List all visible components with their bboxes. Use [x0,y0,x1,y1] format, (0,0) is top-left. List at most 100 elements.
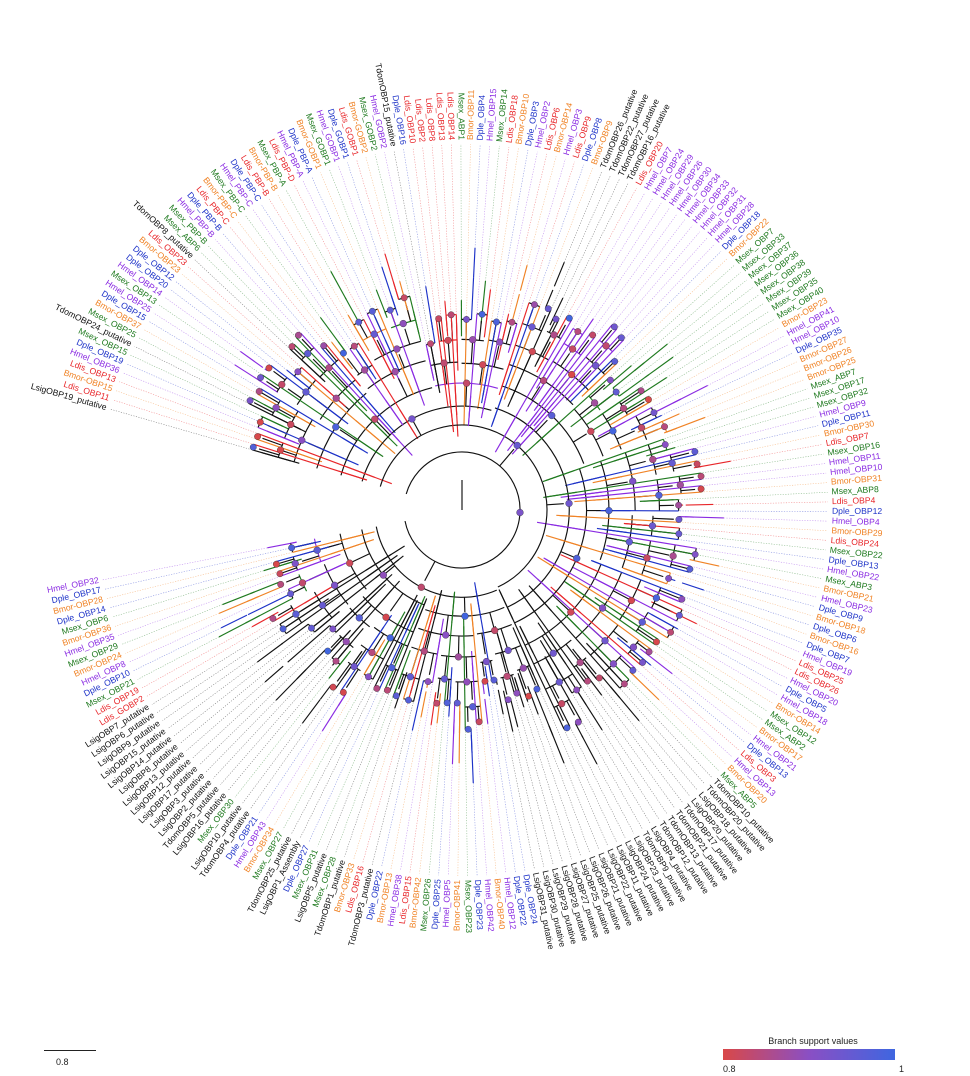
support-node [555,678,563,686]
guide-line [302,180,382,344]
branch-segment [319,685,332,700]
guide-line [347,162,383,268]
branch-segment [510,674,518,693]
branch-segment [651,613,675,628]
support-node [304,350,312,358]
terminal-branch [222,591,255,606]
tip-label: Ldis_OBP8 [424,97,438,141]
tree-branches [218,247,731,784]
guide-line [578,628,719,771]
support-node [393,345,401,353]
branch-segment [653,602,673,613]
legend-min-label: 0.8 [723,1064,736,1074]
branch-segment [579,403,594,416]
branch-segment [589,384,606,399]
support-node [329,625,337,633]
guide-line [400,668,436,871]
guide-line [335,697,394,854]
support-node [246,397,254,404]
tip-label: Ldis_OBP24 [830,535,879,549]
guide-line [129,576,316,663]
branch-segment [384,596,426,690]
branch-segment [389,309,420,392]
guide-line [212,651,331,779]
branch-segment [535,332,591,409]
branch-segment [619,657,634,671]
branch-segment [340,354,351,367]
branch-segment [282,602,322,630]
support-node [491,626,499,635]
support-nodes [246,294,705,733]
branch-segment [470,342,474,364]
guide-line [653,525,827,541]
guide-line [564,681,651,824]
branch-segment [389,600,427,692]
support-node [516,508,524,517]
support-node [420,647,428,655]
branch-segment [276,561,293,568]
support-node [368,307,376,315]
tip-label: Hmel_OBP42 [483,879,497,932]
branch-segment [504,306,541,399]
support-node [388,664,396,672]
branch-segment [501,320,508,344]
branch-segment [279,558,295,564]
support-node [496,338,504,346]
guide-lines [102,144,828,876]
guide-line [403,148,427,287]
branch-segment [520,646,540,689]
branch-segment [359,323,368,339]
branch-segment [257,426,296,443]
support-node [552,315,560,323]
support-node [440,359,448,367]
branch-segment [546,503,564,506]
branch-segment [481,321,498,404]
support-node [332,657,340,665]
branch-segment [452,702,456,735]
support-node [629,477,637,485]
tip-label: Bmor-OBP41 [452,880,463,931]
branch-segment [256,438,316,460]
guide-line [551,610,705,785]
branch-segment [566,700,576,716]
branch-segment [262,416,289,430]
branch-segment [551,523,697,549]
guide-line [604,251,722,368]
branch-segment [526,666,536,686]
support-node [298,579,307,587]
support-node [440,675,449,683]
support-node [544,305,552,313]
guide-line [501,164,584,397]
support-node [661,441,669,448]
branch-segment [447,342,451,363]
support-node [675,516,683,523]
terminal-branch [685,503,714,506]
guide-line [553,213,678,385]
support-node [490,676,498,684]
branch-segment [444,592,456,703]
support-node [442,631,450,639]
guide-line [650,327,780,402]
branch-segment [479,321,493,393]
guide-line [611,287,753,396]
guide-line [679,361,797,415]
branch-segment [250,581,280,595]
guide-line [512,618,617,842]
guide-line [293,184,378,347]
branch-segment [673,464,692,470]
branch-segment [548,563,668,639]
guide-line [431,145,446,302]
branch-segment [450,314,458,415]
guide-line [285,189,332,272]
support-node [533,685,541,693]
terminal-branch [502,690,514,732]
branch-segment [538,314,547,331]
terminal-branch [553,261,565,287]
support-node [368,648,376,657]
support-node [528,348,536,356]
guide-line [523,707,572,860]
branch-segment [412,590,443,702]
support-node [691,448,699,455]
guide-line [329,168,377,290]
branch-segment [376,339,385,355]
